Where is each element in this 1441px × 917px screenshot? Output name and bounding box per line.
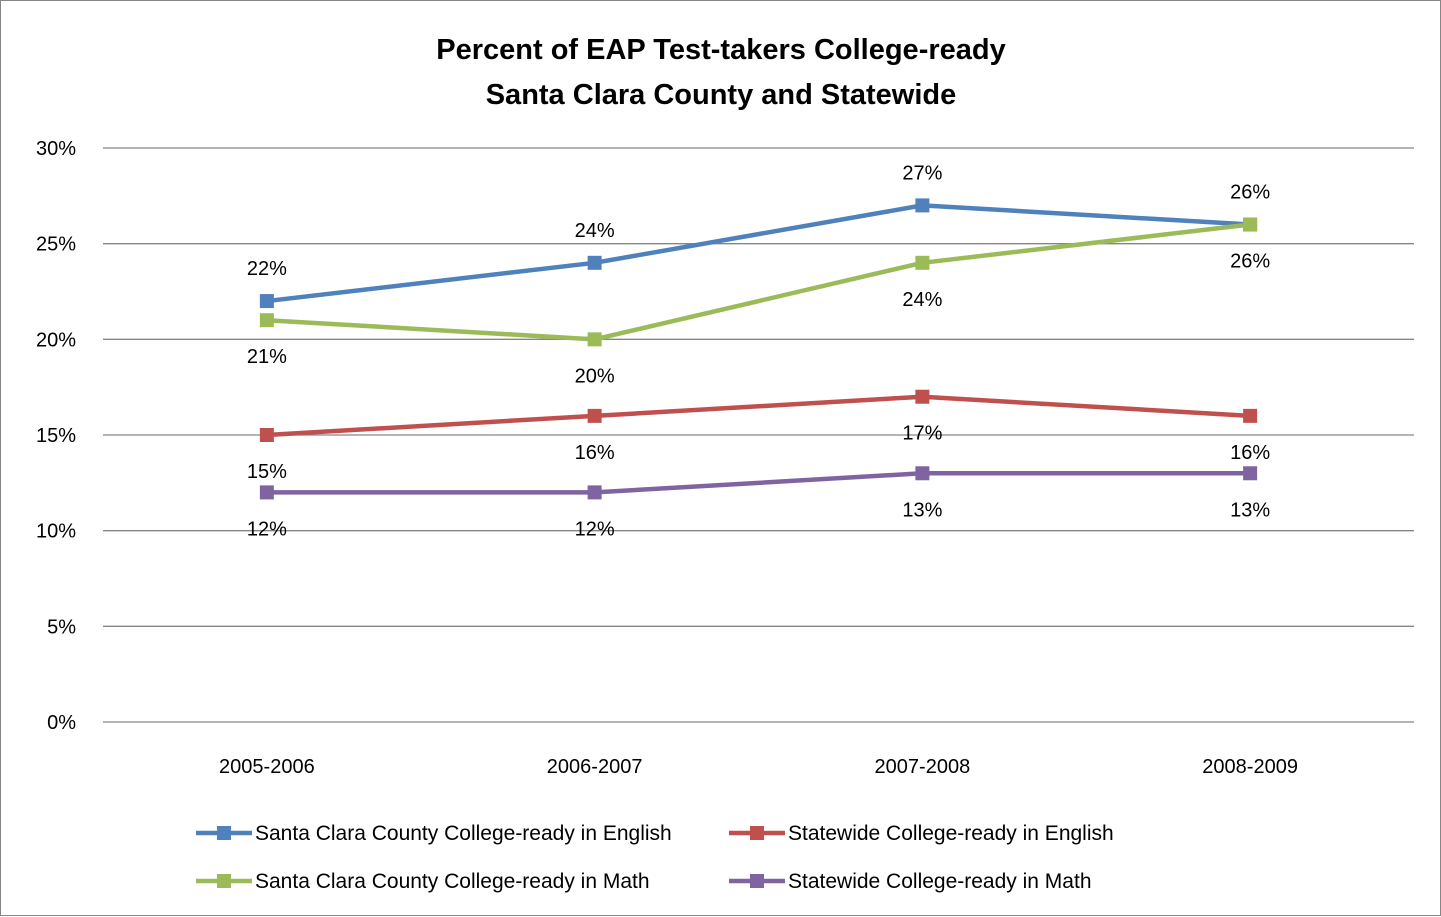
legend-label: Statewide College-ready in English [788,822,1114,845]
gridlines [103,147,1414,723]
data-point [587,332,602,347]
chart-title: Percent of EAP Test-takers College-ready [436,34,1005,66]
chart-subtitle: Santa Clara County and Statewide [486,79,957,111]
legend-marker [217,874,231,888]
data-label: 20% [575,365,615,387]
data-label: 13% [1230,499,1270,521]
legend-label: Santa Clara County College-ready in Math [255,870,650,893]
legend-label: Statewide College-ready in Math [788,870,1092,893]
data-label: 12% [247,518,287,540]
y-tick-label: 20% [36,329,76,351]
y-tick-label: 30% [36,138,76,160]
y-tick-label: 25% [36,234,76,256]
x-tick-label: 2005-2006 [219,756,315,778]
data-labels: 22% 24% 27% 26% 15% 16% 17% 16% 21% 20% 24% 26% 12% 1… [247,162,1270,540]
series-line [266,203,1251,304]
data-point [587,255,602,270]
series-line [266,222,1251,342]
legend: Santa Clara County College-ready in Engl… [196,822,1114,893]
series-line [266,471,1251,495]
data-label: 24% [902,289,942,311]
legend-marker [750,874,764,888]
y-tick-label: 0% [47,712,76,734]
series-line [266,394,1251,438]
data-label: 21% [247,346,287,368]
data-label: 26% [1230,182,1270,204]
legend-entry: Statewide College-ready in Math [729,870,1092,893]
data-point [1243,217,1258,232]
x-tick-label: 2006-2007 [547,756,643,778]
data-label: 24% [575,220,615,242]
series-lines [259,198,1258,500]
y-tick-label: 10% [36,521,76,543]
data-point [1243,408,1258,423]
data-label: 16% [1230,442,1270,464]
data-point [915,255,930,270]
data-label: 27% [902,162,942,184]
y-axis-ticks: 0% 5% 10% 15% 20% 25% 30% [36,138,76,734]
data-label: 26% [1230,251,1270,273]
data-point [915,198,930,213]
data-point [587,408,602,423]
legend-entry: Santa Clara County College-ready in Engl… [196,822,672,845]
data-point [259,428,274,442]
data-label: 13% [902,499,942,521]
x-tick-label: 2008-2009 [1202,756,1298,778]
legend-entry: Santa Clara County College-ready in Math [196,870,650,893]
legend-entry: Statewide College-ready in English [729,822,1114,845]
data-point [259,294,274,309]
data-label: 16% [575,442,615,464]
y-tick-label: 15% [36,425,76,447]
data-label: 12% [575,518,615,540]
data-point [259,313,274,328]
data-label: 17% [902,423,942,445]
legend-label: Santa Clara County College-ready in Engl… [255,822,672,845]
x-tick-label: 2007-2008 [875,756,971,778]
legend-marker [217,826,231,840]
data-point [259,485,274,500]
data-point [915,466,930,481]
y-tick-label: 5% [47,616,76,638]
data-point [587,485,602,500]
data-point [1243,466,1258,481]
data-point [915,389,930,404]
legend-marker [750,826,764,840]
x-axis-ticks: 2005-2006 2006-2007 2007-2008 2008-2009 [219,756,1298,778]
data-label: 15% [247,461,287,483]
data-label: 22% [247,258,287,280]
